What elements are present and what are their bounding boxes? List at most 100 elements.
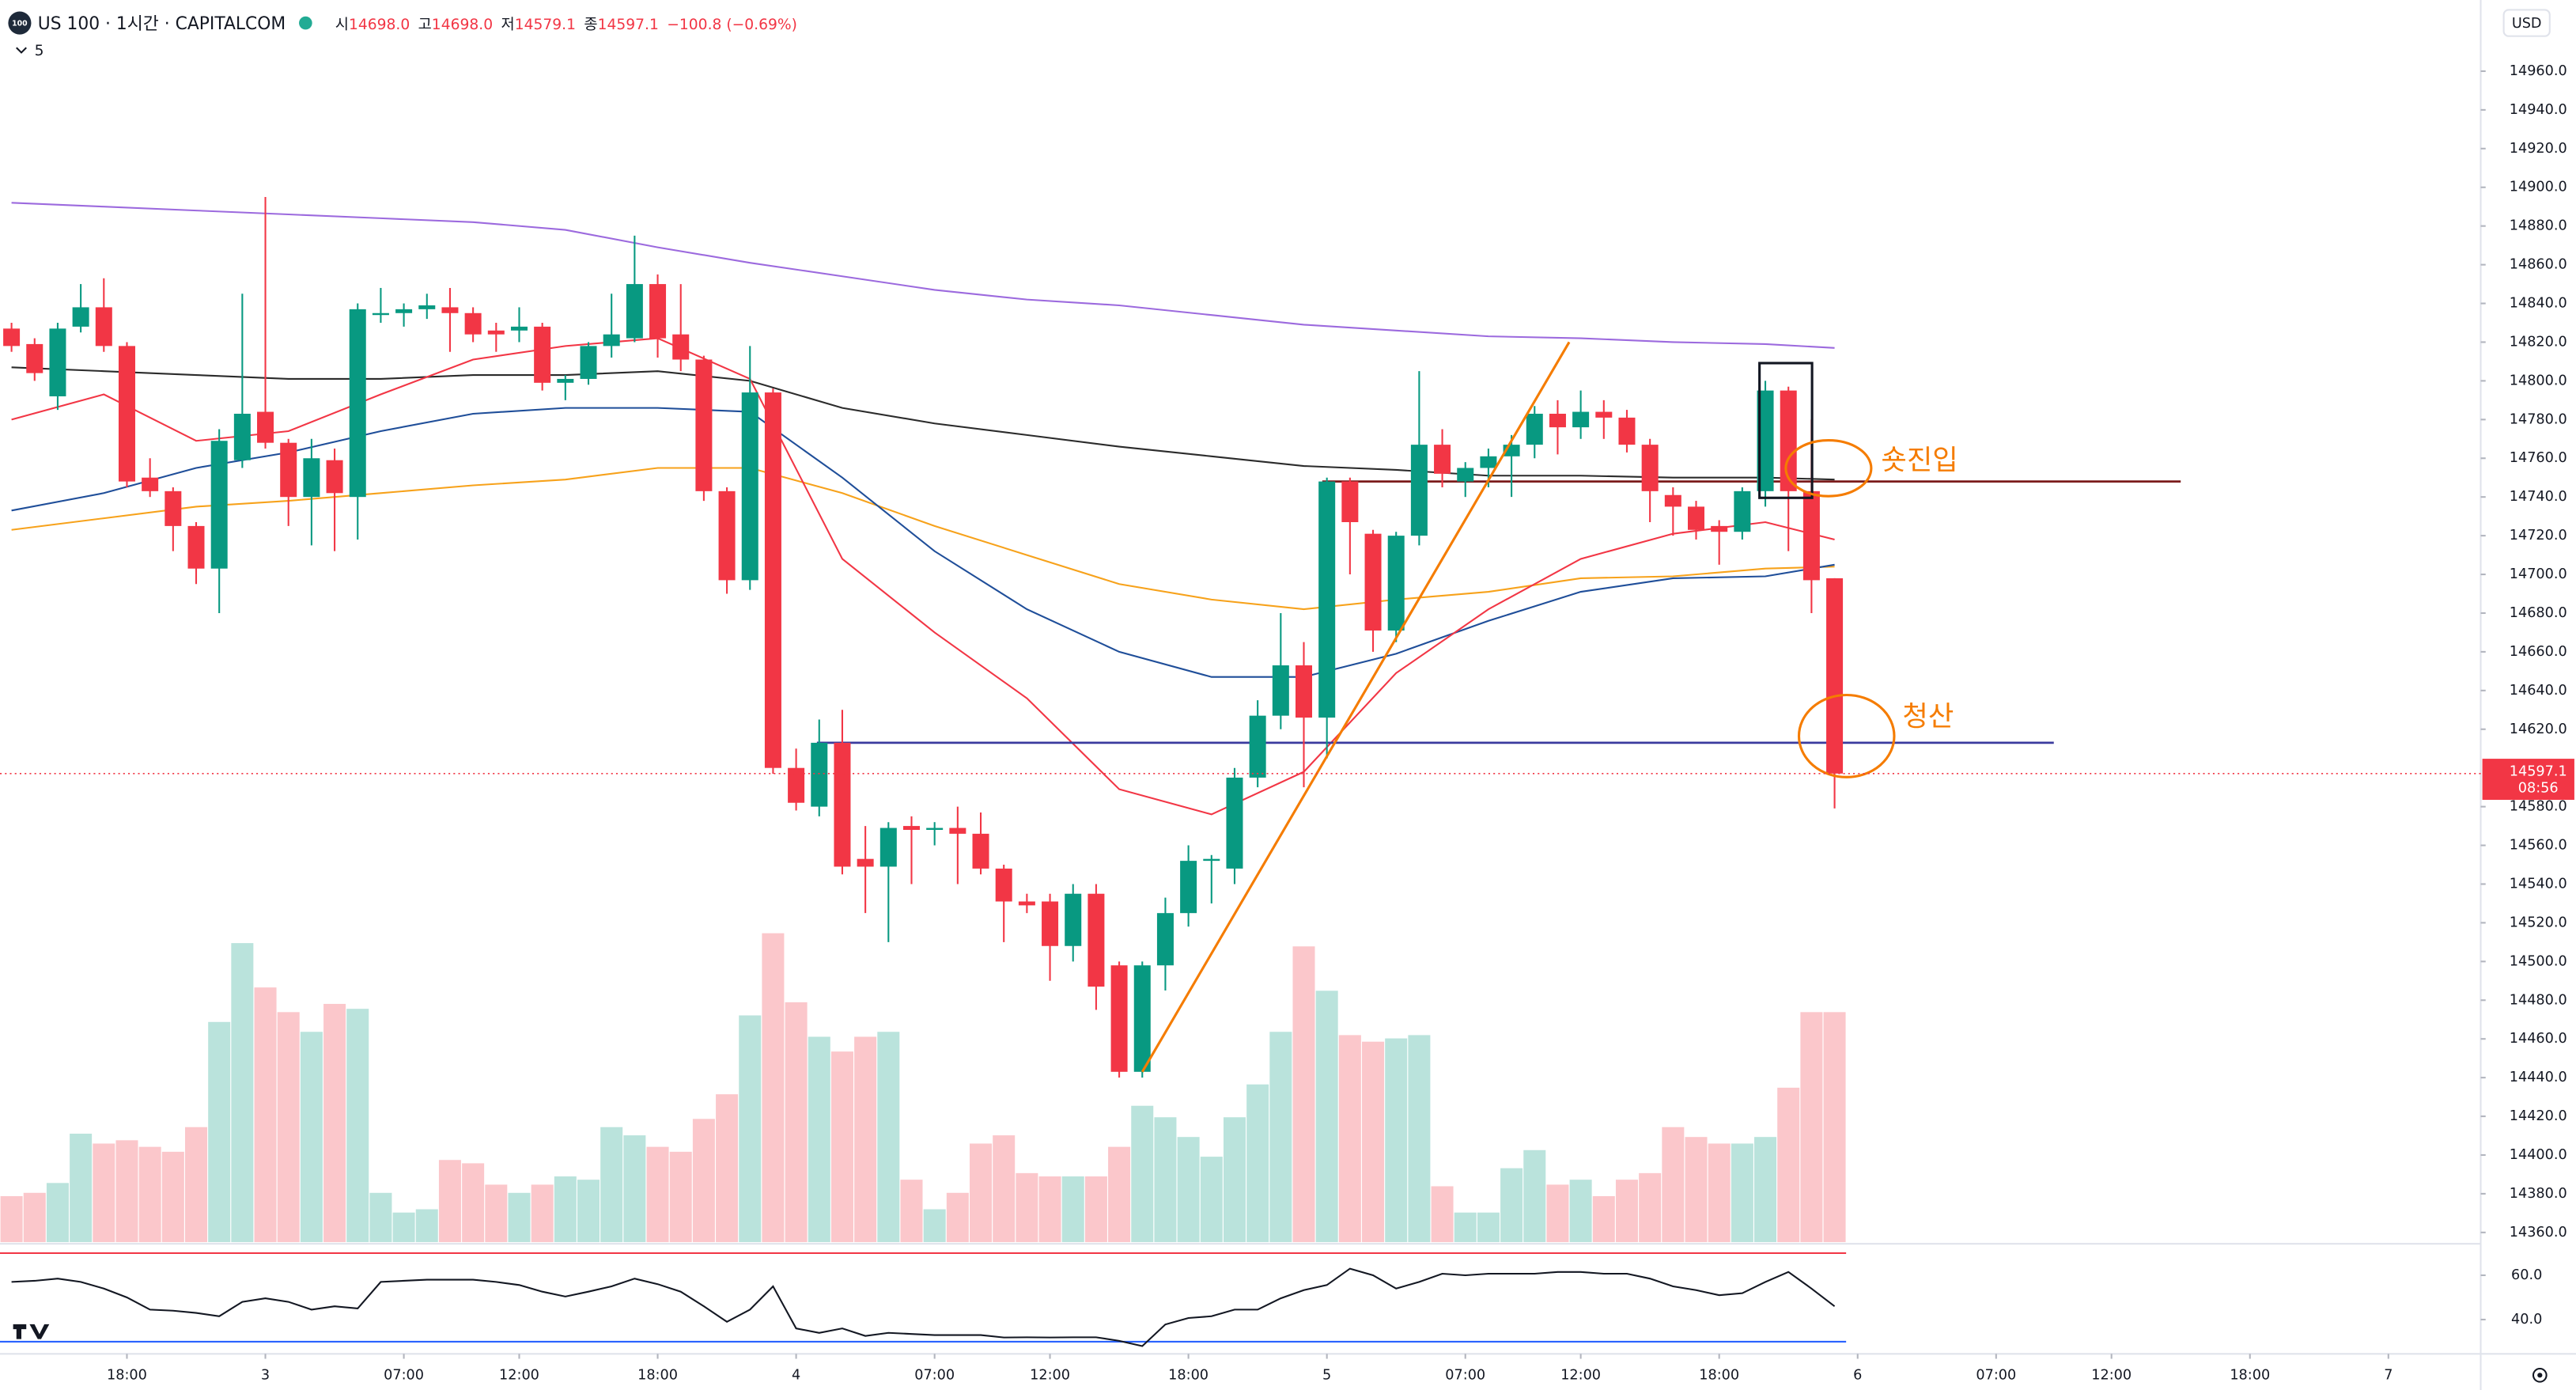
moving-average [11, 366, 1835, 481]
candle-body [1802, 490, 1820, 581]
candle-body [1318, 481, 1336, 718]
ohlc-label: 저 [501, 17, 514, 33]
volume-bar [1246, 1084, 1269, 1243]
volume-bar [1154, 1117, 1177, 1243]
currency-button[interactable] [2502, 9, 2551, 37]
volume-bar [646, 1146, 669, 1243]
candle-body [1042, 901, 1059, 946]
candle-body [1618, 417, 1636, 445]
collapse-icon[interactable] [16, 47, 27, 54]
x-tick-label: 6 [1853, 1367, 1862, 1383]
last-price-label: 14597.1 [2510, 764, 2567, 780]
moving-average [11, 467, 1835, 611]
candle-body [1341, 481, 1359, 522]
candle-body [1226, 777, 1243, 869]
volume-bar [438, 1160, 461, 1243]
candle-body [718, 490, 736, 581]
indicator-count[interactable]: 5 [35, 43, 44, 59]
settings-icon-dot [2537, 1373, 2543, 1378]
x-tick-label: 18:00 [107, 1367, 147, 1383]
candle-body [1641, 445, 1659, 491]
candle-body [1387, 536, 1405, 631]
rsi-tick-label: 40.0 [2511, 1312, 2542, 1328]
y-tick-label: 14580.0 [2510, 799, 2567, 815]
candle-body [1780, 390, 1797, 491]
candle-body [534, 326, 551, 383]
candle-body [1249, 715, 1266, 778]
candle-body [372, 312, 389, 316]
annotation-text: 청산 [1902, 701, 1954, 733]
y-tick-label: 14740.0 [2510, 489, 2567, 505]
currency-label[interactable]: USD [2512, 16, 2542, 32]
volume-bar [762, 933, 785, 1243]
volume-layer [0, 933, 1846, 1243]
volume-bar [1523, 1149, 1546, 1243]
volume-bar [115, 1140, 138, 1243]
volume-bar [993, 1135, 1016, 1243]
volume-bar [1500, 1168, 1523, 1243]
y-tick-label: 14920.0 [2510, 141, 2567, 157]
volume-bar [1569, 1180, 1592, 1243]
market-status [299, 16, 312, 30]
candle-body [326, 460, 343, 494]
candle-body [741, 392, 758, 581]
candle-body [1664, 494, 1681, 507]
volume-bar [1385, 1038, 1408, 1243]
volume-bar [1269, 1032, 1292, 1243]
volume-bar [1061, 1176, 1084, 1243]
volume-bar [1685, 1137, 1708, 1243]
header: 100 US 100 · 1시간 · CAPITALCOM 시14698.0 고1… [8, 9, 2551, 1383]
candle-body [1088, 893, 1105, 987]
candle-body [233, 413, 251, 460]
candle-body [1203, 858, 1220, 862]
volume-bar [0, 1195, 23, 1243]
x-tick-label: 18:00 [1699, 1367, 1739, 1383]
moving-average [11, 202, 1835, 349]
annotation-ellipse [1784, 439, 1873, 498]
symbol-title[interactable]: US 100 · 1시간 · CAPITALCOM [38, 14, 286, 34]
candle-body [1595, 411, 1613, 418]
candle-body [1826, 578, 1844, 774]
settings-icon[interactable] [2532, 1367, 2548, 1383]
volume-bar [1223, 1117, 1246, 1243]
volume-bar [1800, 1012, 1823, 1243]
volume-bar [23, 1192, 46, 1243]
volume-bar [208, 1021, 231, 1243]
annotation-ellipse [1797, 693, 1896, 778]
candle-body [26, 343, 44, 373]
volume-bar [1823, 1012, 1846, 1243]
ohlc-value: 14698.0 [432, 17, 493, 33]
volume-bar [508, 1192, 531, 1243]
candle-body [187, 525, 205, 569]
volume-bar [231, 943, 254, 1243]
volume-bar [531, 1184, 554, 1243]
candle-body [280, 442, 297, 498]
candle-body [395, 309, 413, 313]
volume-bar [970, 1143, 993, 1243]
volume-bar [785, 1002, 808, 1243]
candle-body [1110, 965, 1128, 1072]
y-tick-label: 14960.0 [2510, 63, 2567, 79]
x-tick-label: 07:00 [914, 1367, 955, 1383]
volume-bar [138, 1146, 161, 1243]
x-tick-label: 4 [792, 1367, 800, 1383]
volume-bar [415, 1209, 438, 1243]
ohlc-legend: 시14698.0 고14698.0 저14579.1 종14597.1 −100.8 (… [335, 17, 797, 33]
x-tick-label: 18:00 [2230, 1367, 2270, 1383]
volume-bar [161, 1151, 184, 1243]
x-tick-label: 07:00 [384, 1367, 424, 1383]
volume-bar [554, 1176, 577, 1243]
candle-body [811, 742, 828, 807]
candle-body [1526, 413, 1543, 445]
symbol-logo [8, 11, 32, 35]
volume-bar [623, 1135, 646, 1243]
volume-bar [462, 1163, 485, 1243]
candle-body [418, 305, 436, 309]
volume-bar [692, 1119, 715, 1243]
tradingview-logo [13, 1324, 50, 1339]
candle-body [995, 868, 1012, 902]
y-tick-label: 14440.0 [2510, 1070, 2567, 1085]
candle-body [879, 828, 897, 867]
volume-bar [716, 1094, 739, 1243]
